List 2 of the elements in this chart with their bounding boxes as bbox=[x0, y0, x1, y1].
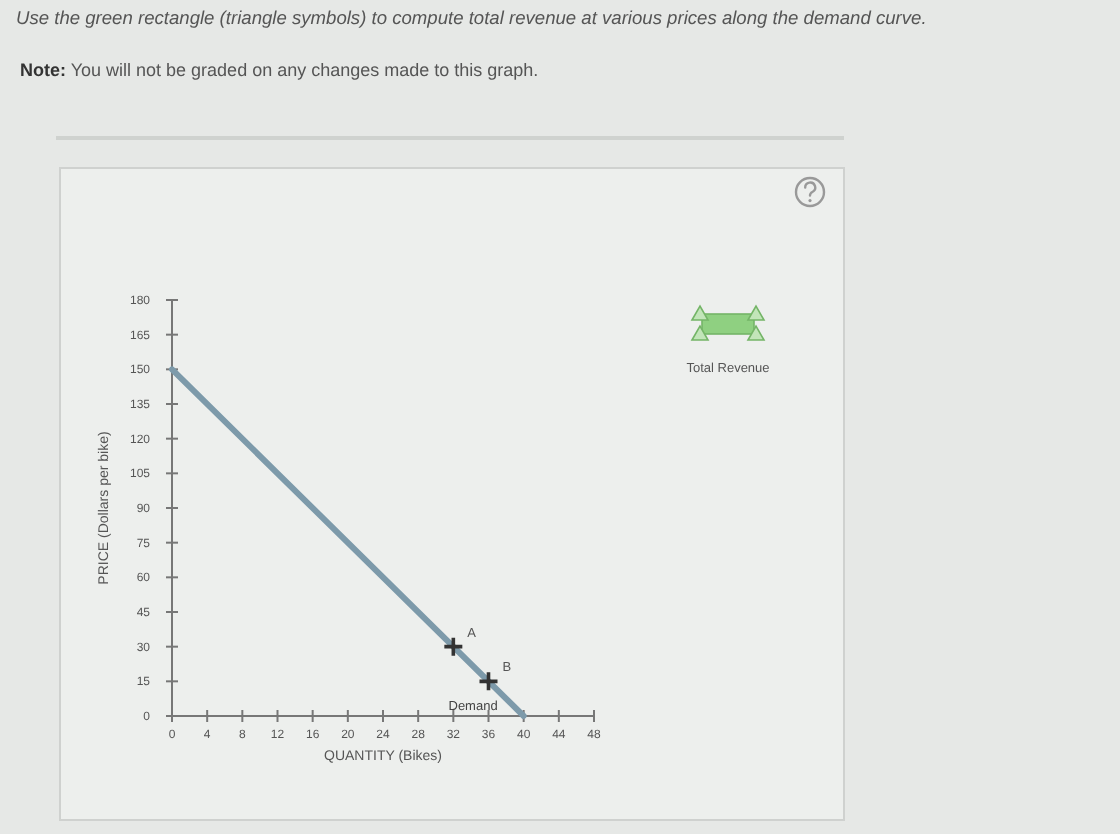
chart-subtitle: Note: You will not be graded on any changes made to this graph. bbox=[20, 60, 539, 80]
chart-title: Use the green rectangle (triangle symbols) to compute total revenue at various prices along the demand curve. bbox=[16, 8, 927, 28]
